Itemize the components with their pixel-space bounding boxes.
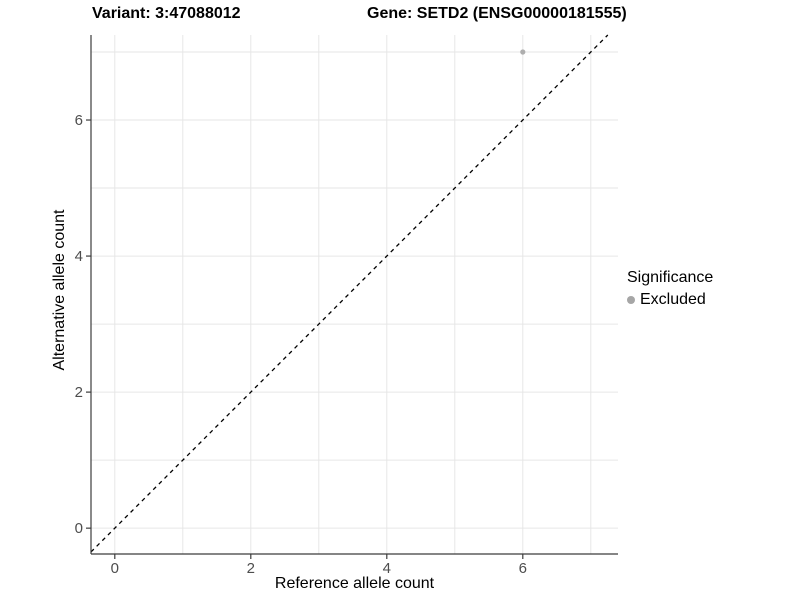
data-point [520, 49, 526, 55]
identity-dashed-line [90, 34, 609, 553]
legend-point-swatch-icon [627, 296, 635, 304]
plot-title-variant: Variant: 3:47088012 [92, 5, 241, 22]
x-tick-label: 4 [383, 560, 391, 577]
y-tick-label: 2 [75, 384, 83, 401]
x-tick-label: 6 [519, 560, 527, 577]
x-tick-label: 2 [247, 560, 255, 577]
legend-title: Significance [627, 269, 714, 286]
y-tick-label: 0 [75, 520, 83, 537]
x-axis-title: Reference allele count [274, 575, 435, 592]
legend-item-excluded: Excluded [627, 291, 713, 309]
plot-title-gene: Gene: SETD2 (ENSG00000181555) [367, 5, 627, 22]
x-tick-label: 0 [111, 560, 119, 577]
y-tick-label: 6 [75, 112, 83, 129]
y-tick-label: 4 [75, 248, 83, 265]
y-axis-title: Alternative allele count [51, 209, 68, 371]
legend: Significance Excluded [627, 269, 713, 309]
legend-item-label: Excluded [640, 291, 706, 308]
